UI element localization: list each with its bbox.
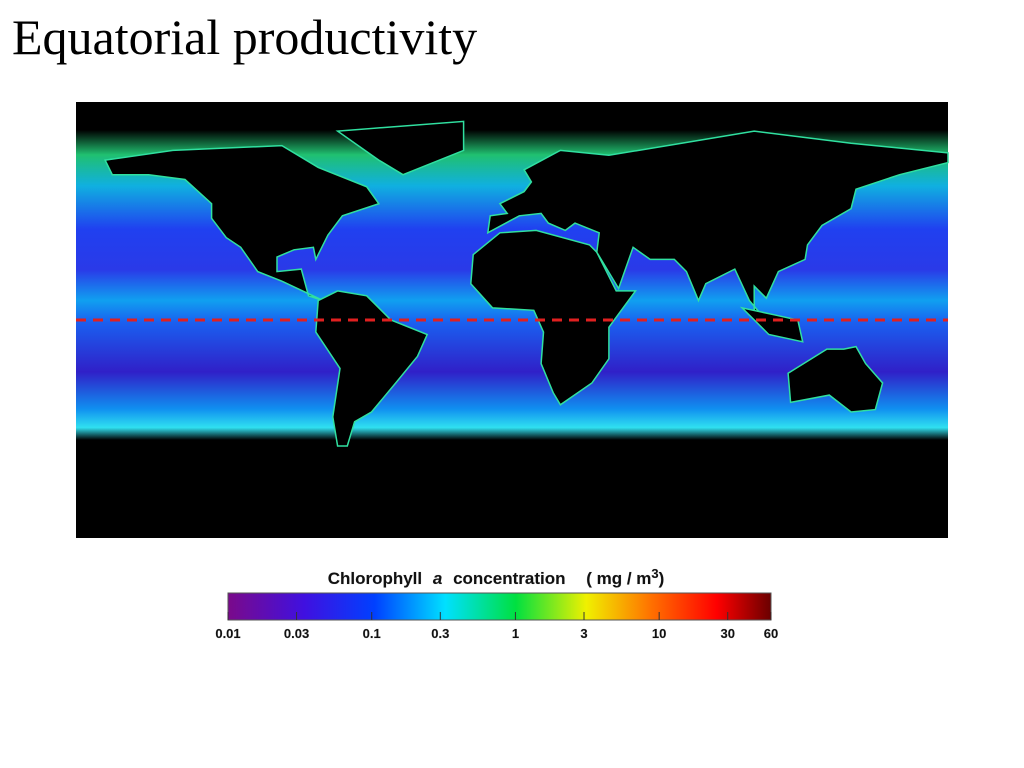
tick-label: 30 xyxy=(721,626,735,641)
landmass xyxy=(103,144,381,302)
tick-label: 0.03 xyxy=(284,626,309,641)
label-part: 3 xyxy=(651,566,658,581)
landmass xyxy=(470,229,637,406)
landmass xyxy=(787,345,884,413)
continents xyxy=(103,120,949,447)
tick-label: 0.01 xyxy=(215,626,240,641)
tick-label: 0.3 xyxy=(431,626,449,641)
slide-title: Equatorial productivity xyxy=(12,9,478,65)
tick-label: 3 xyxy=(580,626,587,641)
label-part: ) xyxy=(659,569,665,588)
label-part: concentration xyxy=(453,569,565,588)
colorbar-label: Chlorophyll a concentration ( mg / m3) xyxy=(328,566,665,588)
landmass xyxy=(486,130,949,319)
colorbar xyxy=(227,592,772,621)
tick-label: 60 xyxy=(764,626,778,641)
label-part: Chlorophyll xyxy=(328,569,422,588)
colorbar-ticks: 0.01 0.03 0.1 0.3 1 3 10 30 60 xyxy=(215,612,778,641)
label-part: a xyxy=(433,569,442,588)
label-part: ( mg / m xyxy=(586,569,651,588)
landmass xyxy=(315,290,429,447)
landmass xyxy=(739,306,804,343)
tick-label: 1 xyxy=(512,626,519,641)
tick-label: 0.1 xyxy=(363,626,381,641)
tick-label: 10 xyxy=(652,626,666,641)
landmass xyxy=(335,120,465,176)
